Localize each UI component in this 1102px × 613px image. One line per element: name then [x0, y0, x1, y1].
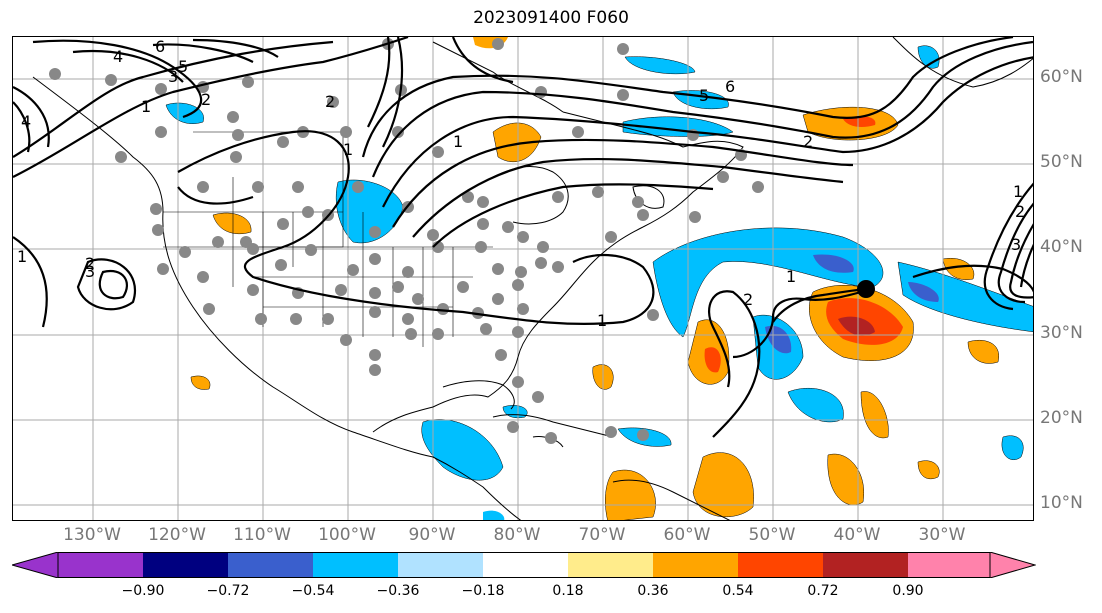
colorbar-extend-high	[989, 551, 1037, 579]
lon-label: 100°W	[318, 525, 376, 545]
graticule	[13, 37, 1033, 520]
lon-label: 90°W	[408, 525, 456, 545]
negative-anomaly-area	[897, 261, 1033, 332]
negative-anomaly-area	[335, 179, 404, 244]
contour-lines	[13, 37, 1033, 438]
lat-label: 40°N	[1040, 237, 1083, 257]
colorbar	[10, 551, 1037, 582]
lat-label: 60°N	[1040, 67, 1083, 87]
colorbar-segment	[58, 552, 143, 578]
colorbar-segment	[823, 552, 908, 578]
colorbar-tick-label: −0.72	[206, 583, 250, 599]
storm-center-marker	[857, 280, 875, 298]
contour-label: 2	[803, 132, 813, 151]
negative-anomaly-area	[622, 116, 734, 137]
colorbar-segment	[313, 552, 398, 578]
lon-label: 40°W	[833, 525, 881, 545]
contour-label: 1	[1013, 182, 1023, 201]
contour-label: 5	[699, 86, 709, 105]
colorbar-segment	[568, 552, 653, 578]
colorbar-segment	[228, 552, 313, 578]
contour-label: 2	[743, 290, 753, 309]
negative-anomaly-area	[765, 325, 792, 354]
lat-label: 10°N	[1040, 493, 1083, 513]
contour-label: 3	[1011, 235, 1021, 254]
positive-anomaly-area	[942, 257, 975, 280]
lon-label: 110°W	[233, 525, 291, 545]
lon-label: 30°W	[918, 525, 966, 545]
contour-label: 1	[141, 97, 151, 116]
contour-label: 2	[85, 254, 95, 273]
colorbar-frame	[57, 552, 991, 578]
negative-anomaly-area	[624, 56, 696, 75]
positive-anomaly-area	[917, 460, 940, 480]
negative-anomaly-area	[813, 254, 854, 273]
colorbar-segment	[738, 552, 823, 578]
lon-label: 60°W	[663, 525, 711, 545]
colorbar-tick-label: 0.72	[807, 583, 839, 599]
colorbar-tick-label: 0.18	[552, 583, 584, 599]
positive-anomaly-area	[190, 375, 211, 390]
negative-anomaly-area	[1001, 435, 1024, 461]
contour-label: 1	[786, 267, 796, 286]
map-panel: 1 2 3 4 5 6 1 2 6 5 2 1 2 3 4 1 2 1 1 2 …	[12, 36, 1034, 521]
contour-label: 4	[21, 112, 31, 131]
negative-anomaly-area	[502, 405, 528, 419]
contour-label: 4	[113, 47, 123, 66]
map-canvas: 1 2 3 4 5 6 1 2 6 5 2 1 2 3 4 1 2 1 1 2 …	[13, 37, 1033, 520]
contour-label: 3	[168, 67, 178, 86]
station-dots	[49, 38, 764, 444]
colorbar-segment	[143, 552, 228, 578]
colorbar-extend-low	[10, 551, 59, 579]
colorbar-svg	[10, 551, 1037, 579]
contour-label: 1	[597, 311, 607, 330]
positive-anomaly-area	[860, 391, 889, 439]
contour-label: 6	[155, 37, 165, 56]
colorbar-tick-label: 0.90	[892, 583, 924, 599]
contour-label: 2	[201, 90, 211, 109]
colorbar-tick-label: −0.18	[461, 583, 505, 599]
colorbar-segment	[653, 552, 738, 578]
colorbar-segment	[483, 552, 568, 578]
colorbar-tick-label: −0.90	[121, 583, 165, 599]
positive-anomaly-area	[605, 469, 656, 520]
contour-label: 6	[725, 77, 735, 96]
negative-anomaly-area	[908, 282, 939, 302]
lon-label: 120°W	[148, 525, 206, 545]
positive-anomaly-area	[492, 122, 542, 163]
colorbar-segment	[908, 552, 990, 578]
contour-label-group: 1 2 3 4 5 6 1 2 6 5 2 1 2 3 4 1 2 1 1 2 …	[17, 37, 1025, 330]
lon-label: 80°W	[493, 525, 541, 545]
negative-anomaly-area	[787, 388, 844, 423]
lon-label: 130°W	[63, 525, 121, 545]
contour-label: 1	[343, 140, 353, 159]
positive-anomaly-area	[838, 316, 875, 336]
colorbar-segment	[398, 552, 483, 578]
lat-label: 30°N	[1040, 323, 1083, 343]
contour-label: 1	[17, 247, 27, 266]
positive-anomaly-area	[827, 453, 865, 506]
contour-label: 2	[1015, 202, 1025, 221]
colorbar-tick-label: 0.36	[637, 583, 669, 599]
lon-label: 70°W	[578, 525, 626, 545]
contour-label: 3	[85, 262, 95, 281]
negative-anomaly-area	[483, 510, 505, 520]
lat-label: 50°N	[1040, 152, 1083, 172]
lon-label: 50°W	[748, 525, 796, 545]
positive-anomaly-area	[212, 212, 252, 235]
negative-anomaly-area	[421, 419, 504, 481]
contour-label: 5	[178, 57, 188, 76]
contour-label: 2	[325, 92, 335, 111]
positive-anomaly-area	[704, 347, 721, 373]
positive-anomaly-area	[967, 339, 1000, 364]
colorbar-tick-label: −0.54	[291, 583, 335, 599]
negative-anomaly-area	[165, 102, 204, 124]
colorbar-tick-label: 0.54	[722, 583, 754, 599]
map-title: 2023091400 F060	[473, 8, 629, 28]
positive-anomaly-area	[692, 452, 754, 518]
lat-label: 20°N	[1040, 408, 1083, 428]
colorbar-tick-label: −0.36	[376, 583, 420, 599]
shaded-fields	[165, 37, 1033, 520]
contour-label: 1	[453, 132, 463, 151]
